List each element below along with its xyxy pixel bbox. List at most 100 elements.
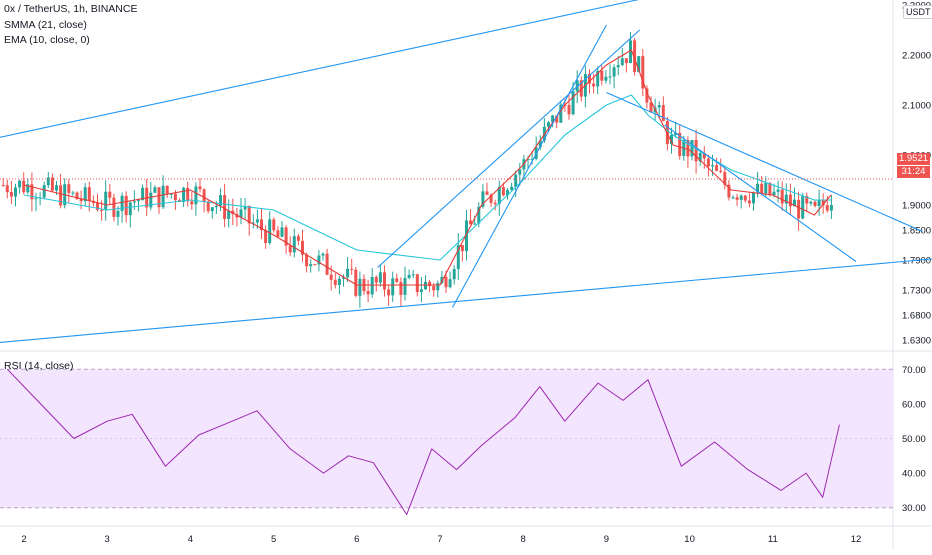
candle-body (190, 201, 193, 204)
candle-body (55, 185, 58, 190)
candle-body (449, 279, 452, 287)
candle-body (182, 188, 185, 202)
candle-body (416, 274, 419, 292)
candle-body (740, 196, 743, 200)
candle-body (383, 272, 386, 289)
candle-body (592, 84, 595, 87)
candle-body (461, 245, 464, 251)
candle-body (830, 205, 833, 211)
candle-body (609, 76, 612, 77)
candle-body (43, 185, 46, 197)
candle-body (514, 175, 517, 187)
candle-body (625, 58, 628, 63)
candle-body (22, 181, 25, 193)
candle-body (338, 279, 341, 285)
candle-body (662, 105, 665, 121)
candle-body (617, 65, 620, 67)
candle-body (568, 105, 571, 114)
candle-body (744, 196, 747, 201)
ema-legend[interactable]: EMA (10, close, 0) (4, 33, 90, 47)
candle-body (600, 71, 603, 81)
candle-body (346, 269, 349, 277)
candle-body (797, 200, 800, 219)
candle-body (104, 192, 107, 210)
candle-body (408, 275, 411, 278)
candle-body (494, 203, 497, 204)
candle-body (71, 193, 74, 194)
candle-body (350, 269, 353, 270)
rsi-tick-label: 40.00 (902, 469, 926, 480)
candle-body (272, 219, 275, 230)
candle-body (35, 198, 38, 199)
candle-body (404, 278, 407, 295)
smma-legend[interactable]: SMMA (21, close) (4, 18, 87, 32)
candle-body (354, 270, 357, 296)
candle-body (801, 196, 804, 218)
candle-body (293, 236, 296, 252)
price-tick-label: 1.9000 (902, 201, 931, 212)
candle-body (732, 197, 735, 198)
time-tick-label: 7 (437, 534, 442, 545)
time-tick-label: 5 (271, 534, 276, 545)
candle-body (375, 277, 378, 283)
rsi-legend[interactable]: RSI (14, close) (4, 359, 73, 373)
candle-body (289, 246, 292, 253)
candle-body (100, 210, 103, 211)
candle-body (711, 165, 714, 166)
candle-body (502, 187, 505, 195)
time-tick-label: 10 (684, 534, 695, 545)
candle-body (59, 185, 62, 205)
candle-body (736, 197, 739, 200)
candle-body (108, 192, 111, 198)
smma-line (24, 95, 831, 260)
time-tick-label: 4 (188, 534, 193, 545)
candle-body (133, 201, 136, 202)
candle-body (760, 184, 763, 194)
candle-body (203, 189, 206, 201)
rsi-tick-label: 50.00 (902, 434, 926, 445)
candle-body (604, 77, 607, 81)
candle-body (781, 190, 784, 204)
candle-body (387, 290, 390, 296)
candle-body (322, 254, 325, 256)
candle-body (707, 159, 710, 167)
candle-body (764, 183, 767, 194)
candle-body (166, 186, 169, 195)
time-tick-label: 3 (105, 534, 110, 545)
candle-body (125, 196, 128, 215)
trendline-4 (452, 25, 606, 308)
candle-body (14, 187, 17, 196)
candle-body (2, 185, 5, 186)
ema-line (24, 50, 831, 285)
candle-body (371, 277, 374, 294)
candle-body (748, 201, 751, 204)
candle-body (777, 190, 780, 192)
candle-body (412, 274, 415, 275)
trendline-1 (0, 0, 648, 138)
time-tick-label: 2 (21, 534, 26, 545)
candle-body (420, 289, 423, 292)
candle-body (399, 282, 402, 295)
candle-body (112, 198, 115, 217)
trendline-6 (665, 125, 856, 262)
candle-body (715, 165, 718, 171)
candle-body (367, 291, 370, 294)
candle-body (379, 272, 382, 282)
candle-body (432, 286, 435, 290)
price-tick-label: 1.8500 (902, 226, 931, 237)
candle-body (613, 67, 616, 76)
candle-body (153, 187, 156, 192)
candle-body (256, 219, 259, 222)
currency-badge[interactable]: USDT (903, 5, 932, 19)
time-tick-label: 12 (851, 534, 862, 545)
rsi-tick-label: 70.00 (902, 365, 926, 376)
candle-body (67, 184, 70, 193)
rsi-tick-label: 60.00 (902, 399, 926, 410)
candle-body (752, 192, 755, 203)
candle-body (10, 192, 13, 197)
candle-body (453, 269, 456, 279)
candle-body (223, 195, 226, 219)
candle-body (826, 205, 829, 210)
